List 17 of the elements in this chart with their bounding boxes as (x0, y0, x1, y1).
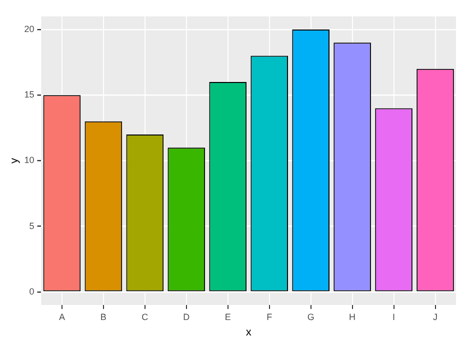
y-tick-label: 5 (29, 220, 34, 231)
x-tick-label: D (183, 312, 190, 322)
y-tick-label: 20 (24, 24, 34, 34)
x-axis-title: x (246, 326, 252, 338)
x-tick-label: F (266, 312, 273, 322)
y-tick-label: 0 (29, 286, 34, 296)
x-tick-label: I (392, 312, 396, 322)
x-tick-label: J (433, 312, 438, 322)
x-tick-label: H (349, 312, 356, 322)
x-tick-label: G (307, 312, 314, 322)
x-tick-label: C (142, 312, 149, 322)
y-tick-label: 15 (24, 90, 34, 100)
x-tick-label: A (58, 312, 65, 322)
x-tick-label: E (224, 312, 231, 322)
y-tick-label: 10 (24, 155, 34, 166)
x-tick-label: B (100, 312, 106, 322)
y-axis-title: y (8, 157, 21, 164)
